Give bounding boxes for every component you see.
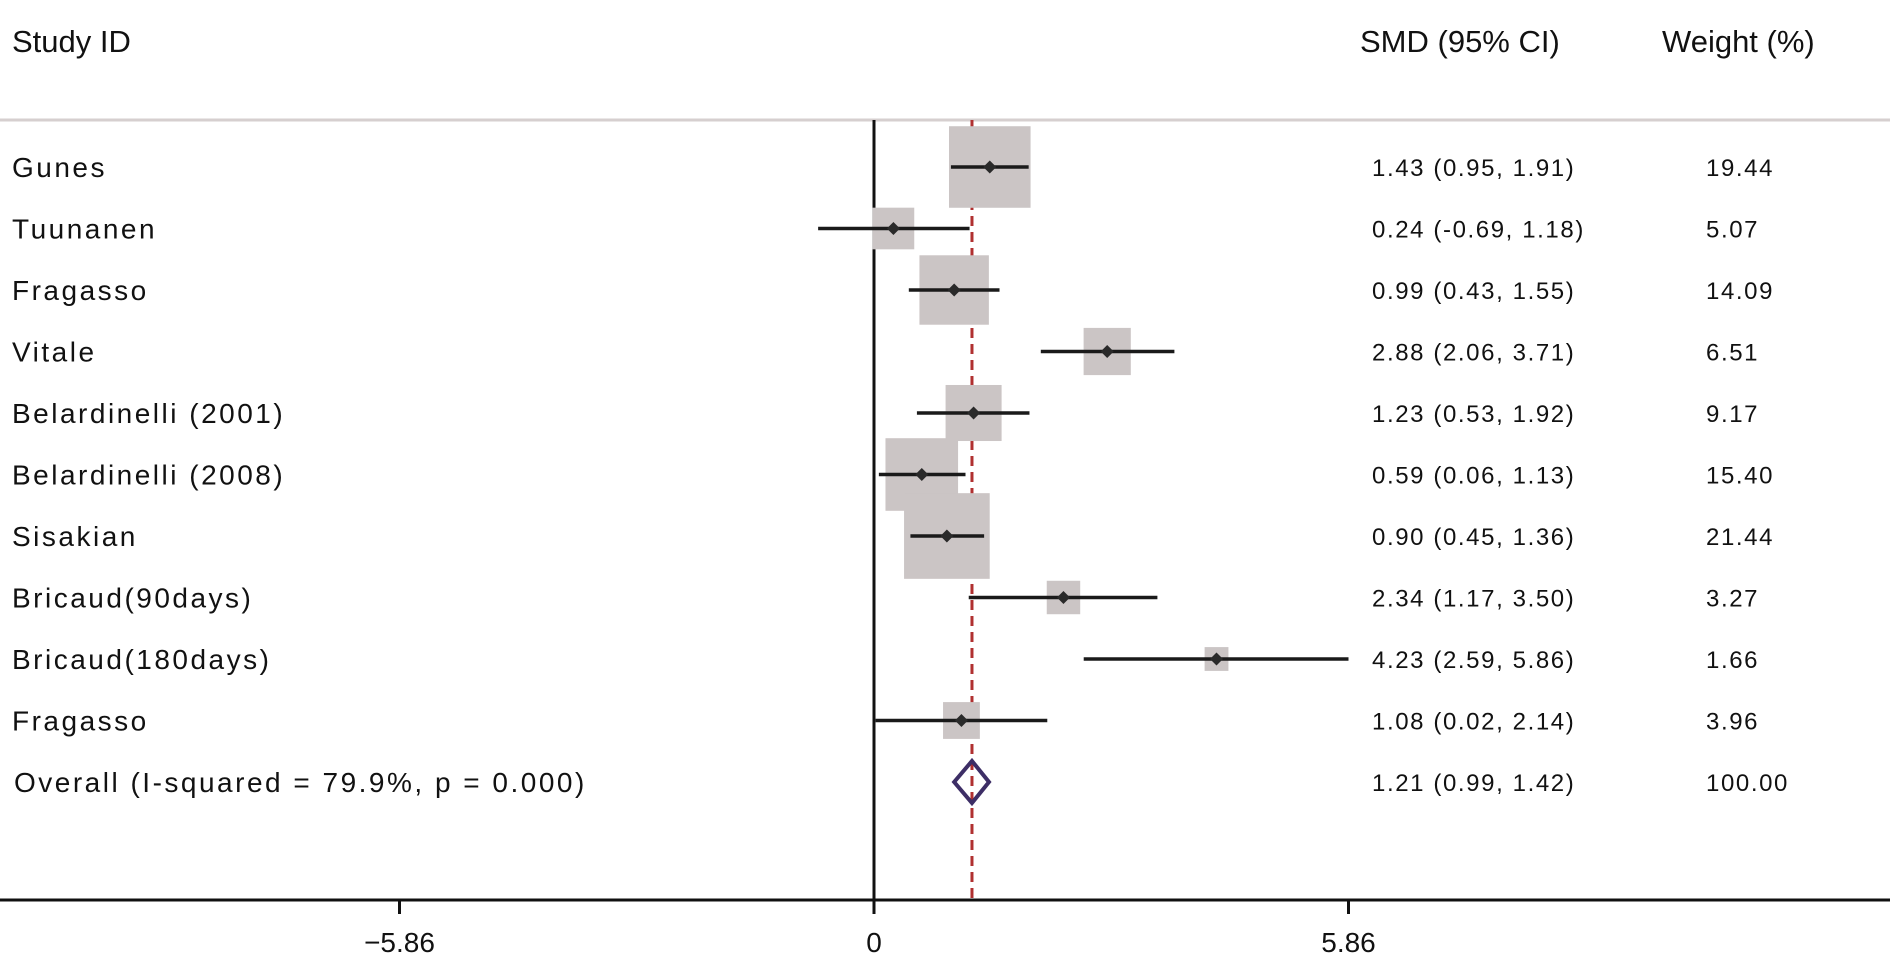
x-tick-label: 5.86 [1321, 927, 1376, 958]
study-rows: Gunes 1.43 (0.95, 1.91) 19.44 Tuunanen 0.24 … [12, 126, 1789, 807]
study-row: Bricaud(90days) 2.34 (1.17, 3.50) 3.27 [12, 580, 1759, 615]
weight-value: 5.07 [1706, 217, 1759, 244]
header-smd-ci: SMD (95% CI) [1360, 24, 1560, 59]
smd-ci-value: 0.24 (-0.69, 1.18) [1372, 217, 1585, 244]
point-estimate [983, 160, 997, 174]
study-row: Fragasso 0.99 (0.43, 1.55) 14.09 [12, 255, 1774, 325]
weight-value: 9.17 [1706, 401, 1759, 428]
overall-weight-value: 100.00 [1706, 770, 1789, 797]
x-axis-ticks: −5.86 0 5.86 [364, 900, 1376, 958]
study-name: Fragasso [12, 275, 149, 306]
study-name: Belardinelli (2001) [12, 398, 285, 429]
smd-ci-value: 0.59 (0.06, 1.13) [1372, 463, 1575, 490]
study-row: Tuunanen 0.24 (-0.69, 1.18) 5.07 [12, 207, 1759, 250]
weight-value: 21.44 [1706, 524, 1774, 551]
weight-value: 3.27 [1706, 586, 1759, 613]
point-estimate [940, 529, 954, 543]
smd-ci-value: 1.43 (0.95, 1.91) [1372, 155, 1575, 182]
study-name: Bricaud(90days) [12, 583, 253, 614]
point-estimate [915, 468, 929, 481]
overall-row: Overall (I-squared = 79.9%, p = 0.000) 1.… [14, 757, 1789, 807]
weight-value: 14.09 [1706, 278, 1774, 305]
weight-value: 15.40 [1706, 463, 1774, 490]
header-weight: Weight (%) [1662, 24, 1815, 59]
study-name: Sisakian [12, 521, 138, 552]
study-name: Gunes [12, 152, 107, 183]
study-name: Bricaud(180days) [12, 644, 271, 675]
overall-diamond [951, 757, 992, 807]
study-name: Vitale [12, 337, 97, 368]
weight-value: 3.96 [1706, 709, 1759, 736]
study-row: Bricaud(180days) 4.23 (2.59, 5.86) 1.66 [12, 644, 1759, 675]
study-row: Belardinelli (2008) 0.59 (0.06, 1.13) 15.4… [12, 438, 1774, 511]
smd-ci-value: 2.88 (2.06, 3.71) [1372, 340, 1575, 367]
smd-ci-value: 4.23 (2.59, 5.86) [1372, 647, 1575, 674]
weight-value: 1.66 [1706, 647, 1759, 674]
point-estimate [967, 406, 981, 420]
point-estimate [1100, 345, 1114, 358]
point-estimate [1056, 591, 1070, 604]
point-estimate [947, 283, 961, 297]
overall-label: Overall (I-squared = 79.9%, p = 0.000) [14, 767, 587, 798]
weight-value: 19.44 [1706, 155, 1774, 182]
header-study-id: Study ID [12, 24, 131, 59]
study-row: Fragasso 1.08 (0.02, 2.14) 3.96 [12, 702, 1759, 739]
study-name: Belardinelli (2008) [12, 460, 285, 491]
x-tick-label: −5.86 [364, 927, 435, 958]
smd-ci-value: 1.08 (0.02, 2.14) [1372, 709, 1575, 736]
smd-ci-value: 0.90 (0.45, 1.36) [1372, 524, 1575, 551]
overall-smd-ci-value: 1.21 (0.99, 1.42) [1372, 770, 1575, 797]
smd-ci-value: 2.34 (1.17, 3.50) [1372, 586, 1575, 613]
study-row: Sisakian 0.90 (0.45, 1.36) 21.44 [12, 493, 1774, 579]
smd-ci-value: 1.23 (0.53, 1.92) [1372, 401, 1575, 428]
point-estimate [886, 222, 900, 235]
study-name: Fragasso [12, 706, 149, 737]
study-name: Tuunanen [12, 214, 157, 245]
weight-value: 6.51 [1706, 340, 1759, 367]
study-row: Gunes 1.43 (0.95, 1.91) 19.44 [12, 126, 1774, 208]
smd-ci-value: 0.99 (0.43, 1.55) [1372, 278, 1575, 305]
x-tick-label: 0 [866, 927, 882, 958]
study-row: Belardinelli (2001) 1.23 (0.53, 1.92) 9.17 [12, 384, 1759, 442]
point-estimate [954, 714, 968, 727]
point-estimate [1210, 652, 1224, 666]
study-row: Vitale 2.88 (2.06, 3.71) 6.51 [12, 327, 1759, 376]
